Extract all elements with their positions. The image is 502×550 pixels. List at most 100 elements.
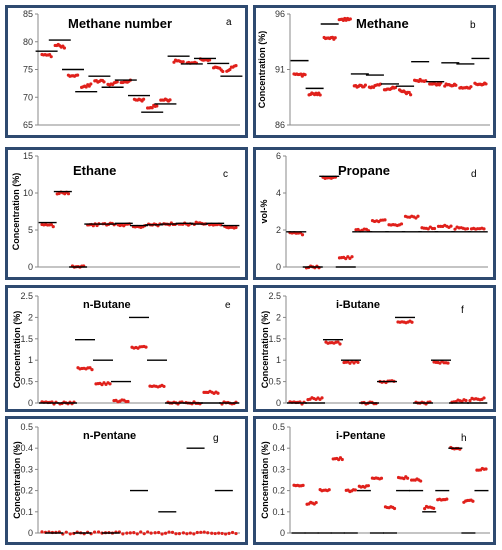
y-tick-label: 0	[280, 528, 285, 538]
data-point	[64, 530, 68, 534]
data-point	[350, 255, 354, 259]
y-tick-label: 0	[276, 262, 281, 272]
data-point	[366, 484, 370, 488]
data-point	[344, 257, 348, 261]
data-point	[446, 361, 450, 365]
data-point	[464, 398, 468, 403]
data-point	[150, 106, 154, 110]
y-tick-label: 4	[276, 188, 281, 198]
y-axis-label: Concentration (%)	[11, 173, 21, 251]
y-tick-label: 0	[28, 262, 33, 272]
y-tick-label: 0.4	[272, 443, 285, 453]
data-point	[66, 192, 71, 196]
data-point	[68, 532, 72, 536]
data-point	[92, 530, 97, 534]
data-point	[192, 532, 196, 536]
y-axis-label: Concentration (%)	[260, 441, 270, 519]
y-tick-label: 0.5	[20, 377, 33, 387]
y-tick-label: 0.5	[20, 422, 33, 432]
y-tick-label: 0	[28, 528, 33, 538]
panel-letter: e	[225, 300, 231, 311]
y-tick-label: 96	[275, 9, 285, 19]
data-point	[89, 82, 93, 86]
y-tick-label: 0.4	[20, 443, 33, 453]
data-point	[227, 531, 231, 535]
data-point	[303, 73, 307, 77]
y-tick-label: 0.1	[272, 507, 285, 517]
data-point	[157, 530, 161, 535]
y-tick-label: 2	[28, 312, 33, 322]
data-point	[445, 497, 449, 501]
chart-svg: n-Butane e Concentration (%) 0 0.5 1 1.5 2 2.5	[12, 291, 240, 408]
data-point	[153, 531, 157, 535]
y-axis-label: vol-%	[259, 199, 269, 223]
data-point	[383, 218, 387, 222]
y-tick-label: 0.5	[272, 422, 285, 432]
chart-svg: i-Pentane h Concentration (%) 0 0.1 0.2 0.3 0.4…	[260, 422, 490, 538]
panel-letter: f	[461, 305, 464, 316]
chart-svg: Methane number a 65 70 75 80 85	[23, 9, 243, 130]
data-point	[356, 360, 360, 365]
data-point	[482, 227, 486, 231]
data-point	[465, 227, 470, 231]
y-tick-label: 2	[276, 225, 281, 235]
panel-letter: g	[213, 433, 219, 444]
chart-svg: i-Butane f Concentration (%) 0 0.5 1 1.5 2 2.5	[260, 291, 488, 408]
panel-methane-number: Methane number a 65 70 75 80 85	[5, 5, 248, 138]
y-tick-label: 0.2	[272, 486, 285, 496]
data-point	[432, 226, 437, 231]
data-point	[220, 531, 224, 536]
data-point	[482, 396, 486, 400]
chart-title: n-Pentane	[83, 430, 136, 442]
data-point	[336, 340, 340, 344]
data-point	[125, 531, 129, 535]
data-point	[135, 532, 139, 536]
data-point	[115, 80, 119, 84]
panel-propane: Propane d vol-% 0 2 4 6	[253, 147, 496, 280]
data-point	[49, 222, 53, 227]
y-tick-label: 0.3	[20, 464, 33, 474]
data-point	[155, 104, 159, 108]
y-tick-label: 1.5	[268, 334, 281, 344]
data-point	[139, 530, 143, 534]
data-point	[217, 531, 221, 535]
data-point	[234, 531, 238, 536]
data-point	[399, 222, 404, 226]
data-point	[406, 476, 410, 480]
data-point	[314, 500, 318, 505]
data-point	[208, 58, 212, 62]
y-tick-label: 86	[275, 120, 285, 130]
y-tick-label: 2.5	[20, 291, 33, 301]
y-tick-label: 2	[276, 312, 281, 322]
data-point	[181, 60, 185, 64]
data-point	[416, 214, 420, 218]
panel-n-butane: n-Butane e Concentration (%) 0 0.5 1 1.5 2 2.5	[5, 285, 248, 412]
y-tick-label: 0	[276, 398, 281, 408]
chart-title: i-Pentane	[336, 430, 386, 442]
y-tick-label: 0.5	[268, 377, 281, 387]
data-point	[144, 345, 148, 349]
data-point	[379, 476, 384, 480]
y-tick-label: 1	[276, 355, 281, 365]
data-point	[234, 63, 238, 68]
chart-title: Propane	[338, 163, 390, 178]
y-tick-label: 85	[23, 9, 33, 19]
data-point	[170, 530, 175, 534]
data-point	[162, 384, 166, 389]
data-point	[333, 36, 337, 40]
y-axis-label: Concentration (%)	[260, 311, 270, 389]
data-point	[146, 530, 150, 534]
y-tick-label: 15	[23, 151, 33, 161]
chart-title: Ethane	[73, 163, 116, 178]
data-point	[216, 391, 220, 395]
data-point	[126, 399, 130, 404]
data-point	[484, 82, 488, 86]
panel-letter: a	[226, 17, 232, 28]
y-tick-label: 0.2	[20, 486, 33, 496]
y-tick-label: 65	[23, 120, 33, 130]
data-point	[484, 467, 488, 471]
y-tick-label: 6	[276, 151, 281, 161]
data-point	[453, 227, 457, 231]
data-point	[340, 457, 344, 462]
y-axis-label: Concentration (%)	[257, 31, 267, 109]
